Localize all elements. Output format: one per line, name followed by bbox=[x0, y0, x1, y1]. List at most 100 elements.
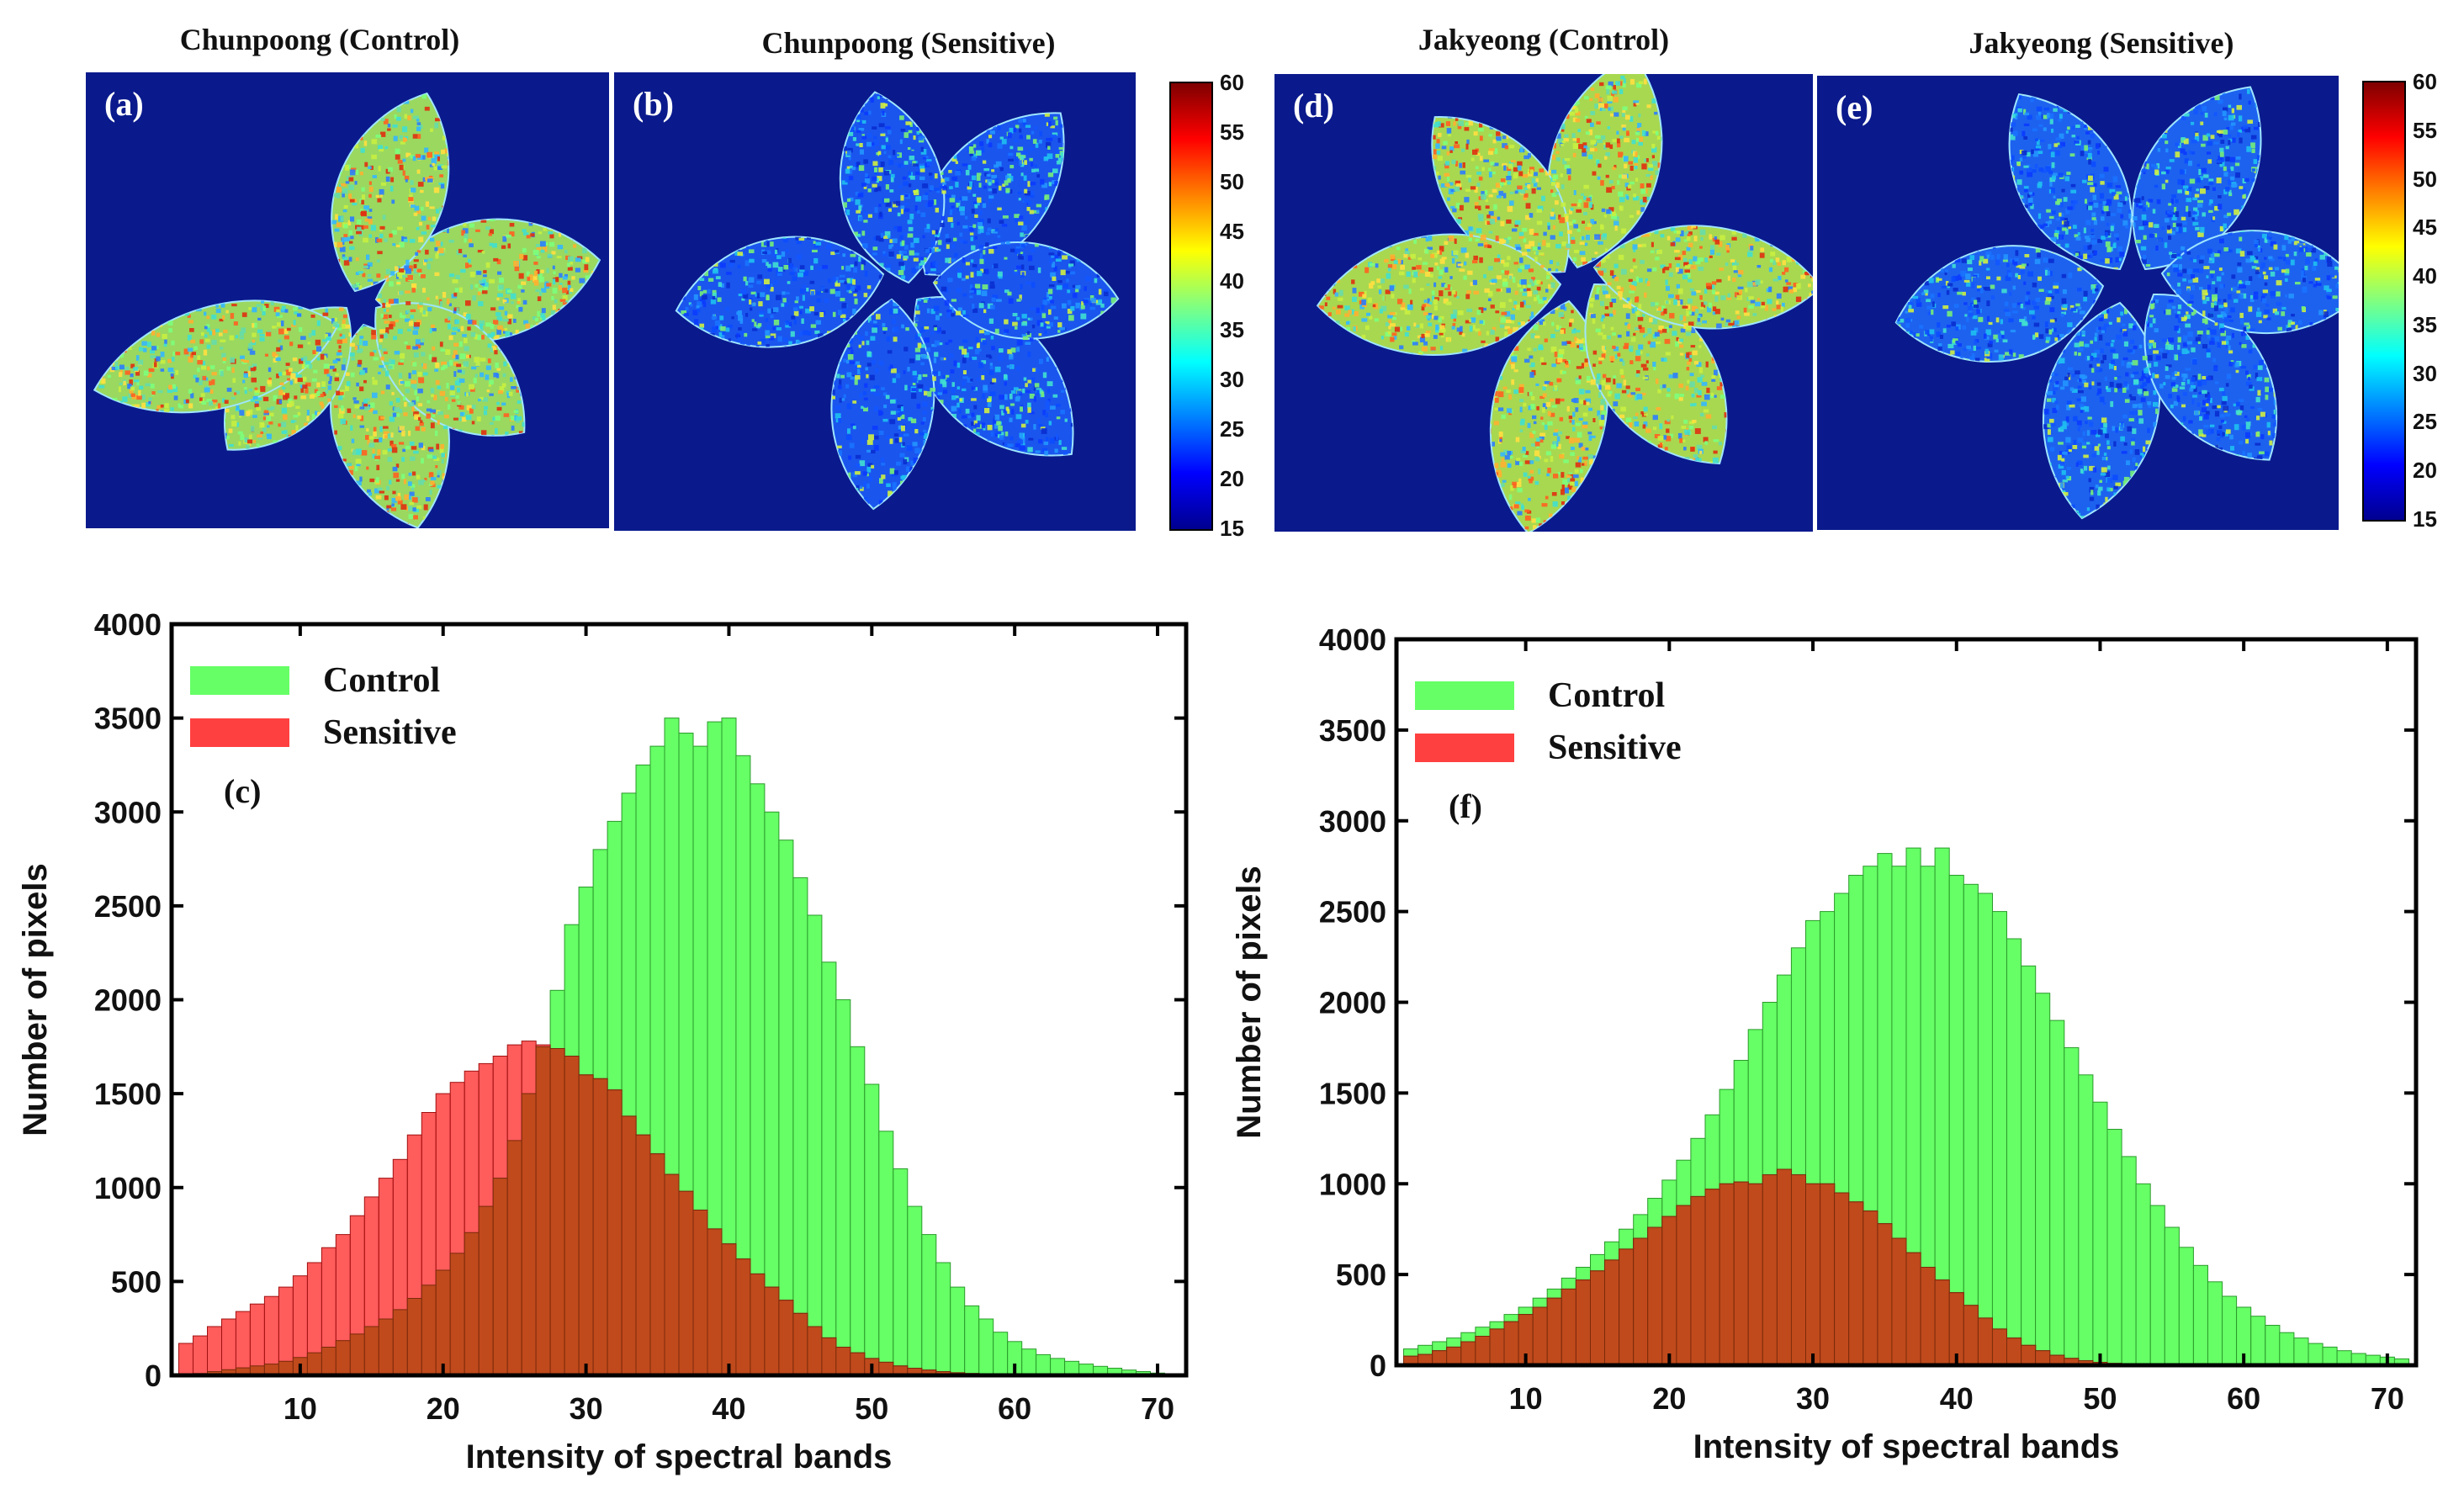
bar-control bbox=[1021, 1348, 1037, 1376]
bar-overlap bbox=[1790, 1174, 1807, 1366]
colorbar-tick: 35 bbox=[1220, 317, 1244, 343]
legend-swatch-control bbox=[1415, 681, 1514, 710]
legend-label-control: Control bbox=[323, 661, 440, 700]
bar-overlap bbox=[421, 1284, 437, 1376]
bar-overlap bbox=[635, 1134, 651, 1376]
bar-control bbox=[1991, 911, 2008, 1366]
bar-overlap bbox=[1905, 1252, 1921, 1366]
panel-label-a: (a) bbox=[104, 85, 144, 123]
bar-overlap bbox=[2035, 1350, 2051, 1366]
bar-overlap bbox=[764, 1286, 780, 1376]
bar-control bbox=[2035, 993, 2051, 1366]
bar-overlap bbox=[1446, 1346, 1462, 1366]
bar-overlap bbox=[1891, 1237, 1907, 1366]
legend-label-control: Control bbox=[1548, 676, 1665, 715]
bar-sensitive bbox=[178, 1343, 193, 1376]
x-axis-label: Intensity of spectral bands bbox=[466, 1438, 893, 1475]
y-tick-label: 500 bbox=[111, 1264, 162, 1299]
overlap-region bbox=[178, 1046, 1151, 1376]
colorbar-tick: 35 bbox=[2413, 311, 2437, 337]
bar-overlap bbox=[564, 1056, 580, 1376]
y-tick-label: 3500 bbox=[1319, 713, 1386, 748]
bar-sensitive bbox=[221, 1318, 236, 1376]
bar-control bbox=[2336, 1350, 2352, 1366]
bar-overlap bbox=[1834, 1192, 1850, 1366]
panel-title-e: Jakyeong (Sensitive) bbox=[1969, 26, 2234, 60]
bar-overlap bbox=[278, 1360, 294, 1376]
x-tick-label: 60 bbox=[2227, 1381, 2260, 1416]
bar-control bbox=[1963, 883, 1979, 1366]
bar-control bbox=[2293, 1337, 2309, 1366]
bar-control bbox=[2308, 1343, 2324, 1366]
y-tick-label: 3000 bbox=[1319, 804, 1386, 839]
bar-overlap bbox=[349, 1333, 365, 1376]
bar-sensitive bbox=[263, 1295, 279, 1376]
bar-overlap bbox=[506, 1140, 522, 1376]
bar-overlap bbox=[1575, 1279, 1591, 1366]
bar-overlap bbox=[1690, 1195, 1706, 1366]
bar-control bbox=[778, 840, 794, 1376]
bar-overlap bbox=[1676, 1205, 1692, 1366]
bar-control bbox=[993, 1332, 1009, 1376]
bar-control bbox=[1036, 1353, 1052, 1376]
histogram-c: 0 500 1000 1500 2000 2500 3000 3500 4000 10 20 30 40… bbox=[17, 607, 1189, 1475]
bar-overlap bbox=[1489, 1328, 1505, 1366]
bar-overlap bbox=[707, 1228, 723, 1376]
bar-overlap bbox=[664, 1173, 680, 1376]
y-tick-label: 2000 bbox=[1319, 986, 1386, 1020]
y-tick-label: 1000 bbox=[94, 1171, 162, 1205]
bar-overlap bbox=[735, 1258, 751, 1376]
bar-control bbox=[850, 1046, 866, 1376]
bar-overlap bbox=[1820, 1183, 1836, 1366]
panel-title-a: Chunpoong (Control) bbox=[179, 23, 460, 56]
bar-overlap bbox=[807, 1326, 823, 1376]
legend-swatch-sensitive bbox=[1415, 734, 1514, 762]
bar-overlap bbox=[1604, 1259, 1620, 1366]
bar-overlap bbox=[1920, 1267, 1936, 1366]
bar-overlap bbox=[549, 1048, 565, 1376]
bar-control bbox=[1050, 1358, 1066, 1376]
bar-overlap bbox=[306, 1352, 322, 1376]
legend-label-sensitive: Sensitive bbox=[1548, 728, 1682, 767]
y-tick-label: 500 bbox=[1336, 1258, 1386, 1292]
bar-control bbox=[907, 1205, 923, 1376]
legend-swatch-control bbox=[190, 666, 289, 695]
bar-overlap bbox=[1475, 1336, 1491, 1366]
bar-control bbox=[878, 1131, 894, 1376]
x-tick-label: 50 bbox=[2083, 1381, 2117, 1416]
bar-overlap bbox=[692, 1210, 708, 1376]
overlap-region bbox=[1403, 1168, 2194, 1366]
bar-control bbox=[2049, 1020, 2065, 1366]
bar-overlap bbox=[1704, 1189, 1720, 1366]
bar-overlap bbox=[492, 1178, 508, 1376]
bar-overlap bbox=[1532, 1306, 1548, 1366]
bar-overlap bbox=[850, 1352, 866, 1376]
bar-overlap bbox=[335, 1340, 351, 1376]
bar-overlap bbox=[406, 1298, 422, 1376]
x-tick-label: 50 bbox=[855, 1391, 888, 1426]
leaf-heatmap-a bbox=[93, 92, 601, 528]
bar-overlap bbox=[607, 1089, 623, 1376]
bar-control bbox=[2250, 1316, 2266, 1366]
colorbar-tick: 30 bbox=[2413, 360, 2437, 386]
legend-label-sensitive: Sensitive bbox=[323, 713, 457, 752]
heatmap-image-b: (b) bbox=[614, 72, 1136, 531]
y-axis-label: Number of pixels bbox=[1231, 866, 1268, 1139]
x-tick-label: 40 bbox=[712, 1391, 745, 1426]
colorbar-tick: 45 bbox=[1220, 218, 1244, 244]
bar-overlap bbox=[321, 1347, 336, 1376]
bar-sensitive bbox=[207, 1326, 222, 1376]
bar-overlap bbox=[821, 1337, 837, 1376]
bar-overlap bbox=[1460, 1341, 1476, 1366]
bar-control bbox=[1948, 875, 1964, 1366]
x-axis-label: Intensity of spectral bands bbox=[1693, 1428, 2120, 1465]
y-tick-label: 2000 bbox=[94, 983, 162, 1018]
bar-control bbox=[2222, 1295, 2238, 1366]
x-tick-label: 30 bbox=[1796, 1381, 1830, 1416]
bar-control bbox=[964, 1305, 980, 1376]
x-tick-label: 70 bbox=[1141, 1391, 1174, 1426]
panel-label: (c) bbox=[224, 772, 261, 810]
colorbar-tick: 60 bbox=[1220, 70, 1244, 95]
colorbar-tick: 25 bbox=[2413, 409, 2437, 435]
bar-control bbox=[807, 914, 823, 1376]
